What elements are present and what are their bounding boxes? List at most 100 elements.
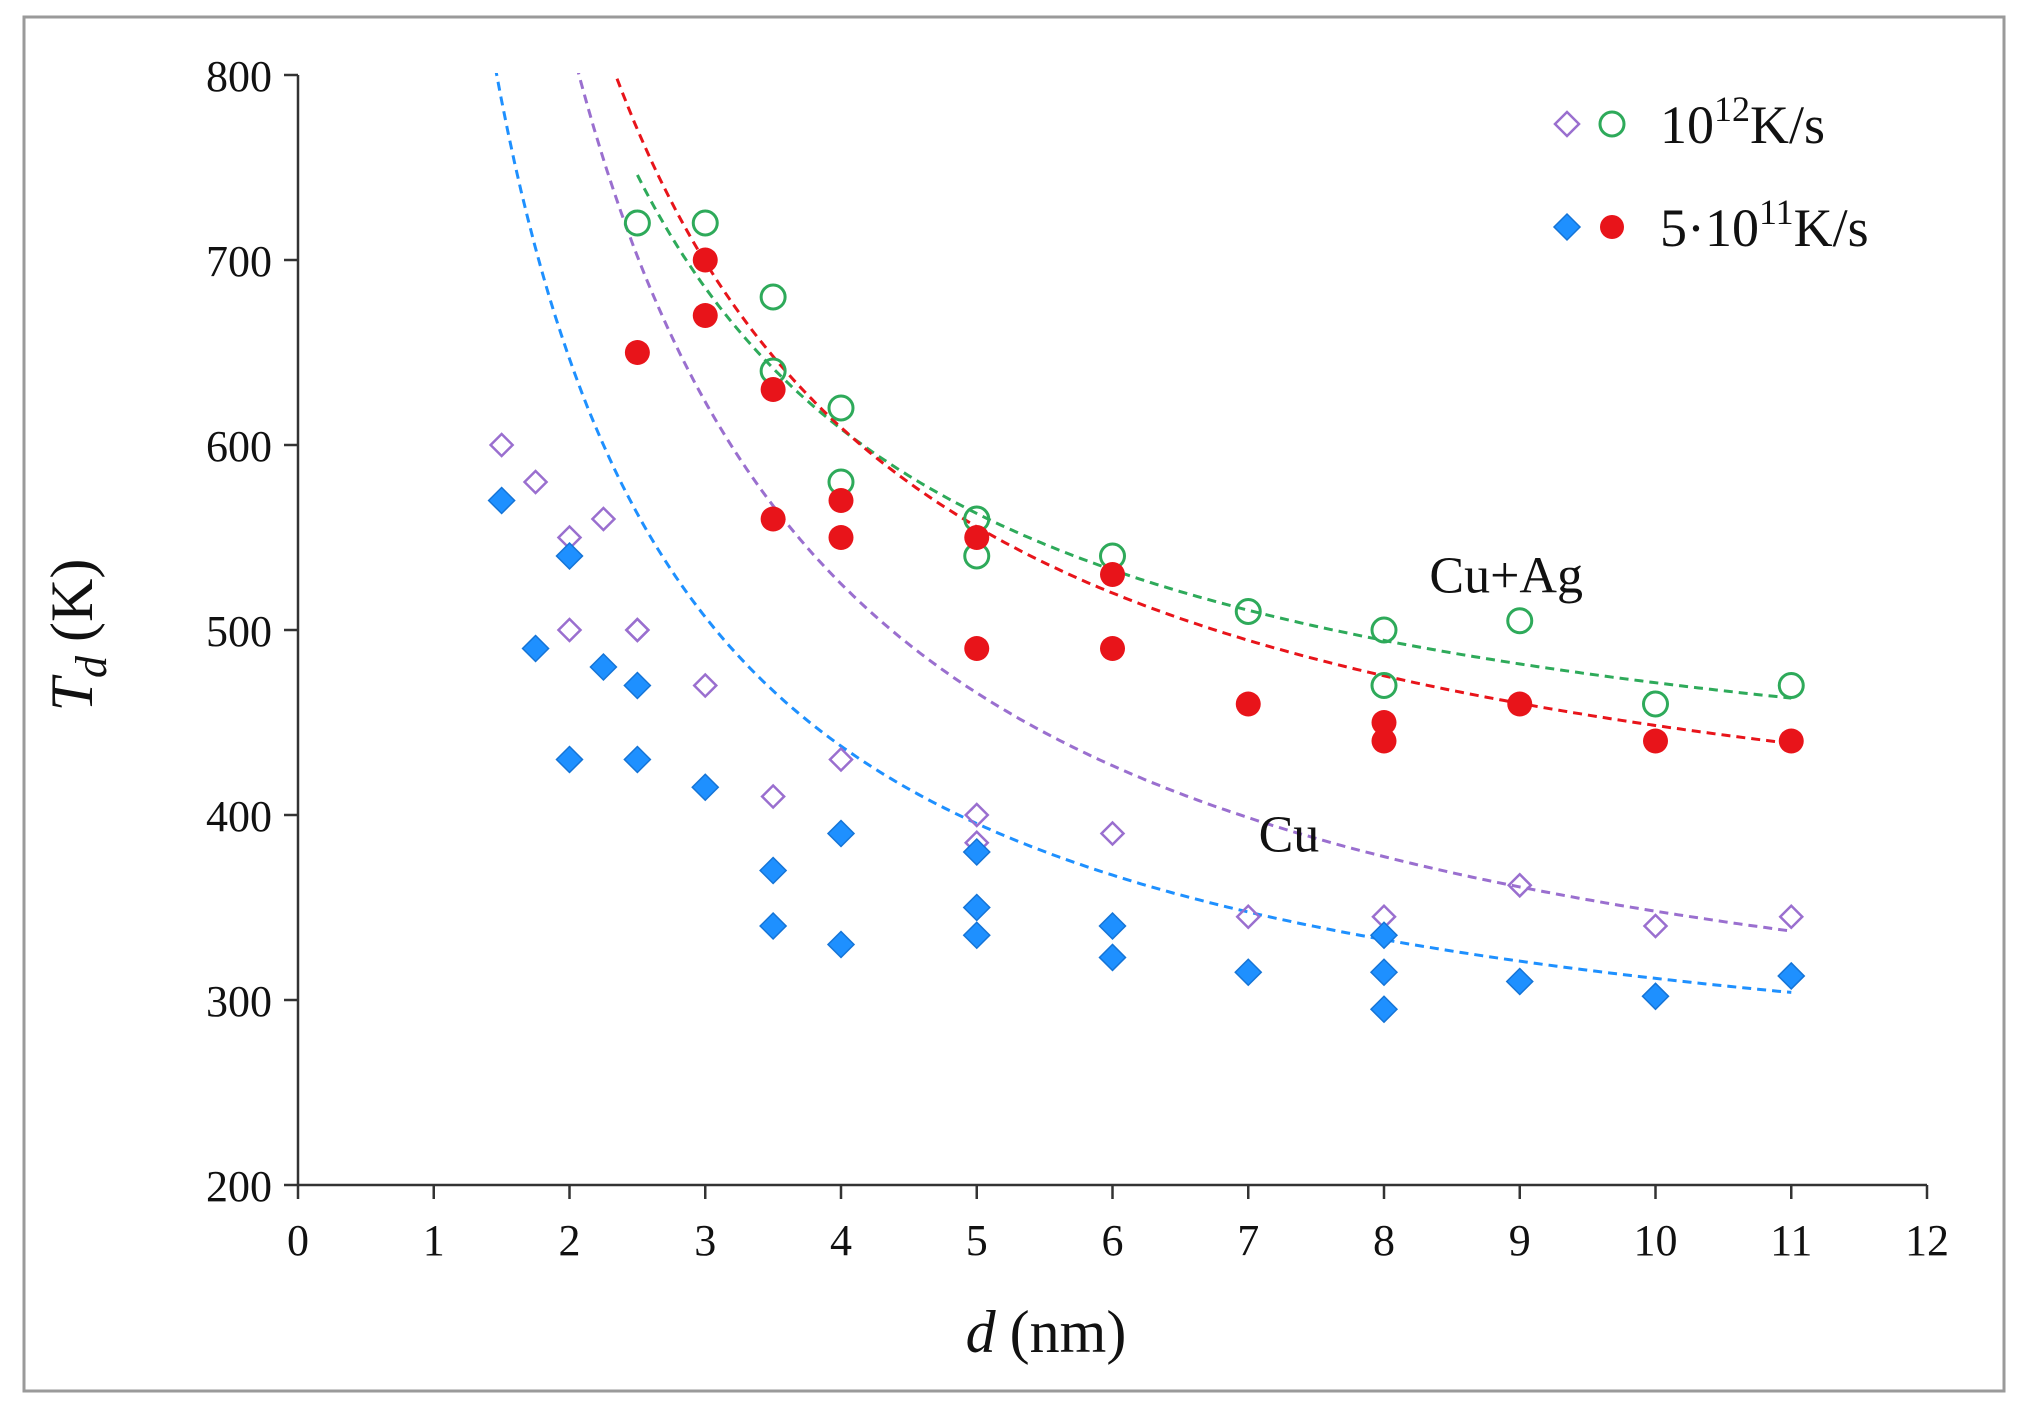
y-axis-label-sub: d bbox=[67, 655, 116, 678]
y-tick-label: 600 bbox=[206, 422, 272, 471]
data-point-cu-ag-1e12 bbox=[691, 209, 719, 237]
y-axis-label: Td (K) bbox=[39, 559, 116, 712]
annotation-cu: Cu bbox=[1259, 807, 1320, 864]
figure-frame bbox=[22, 15, 2006, 1393]
data-point-cu-1e12 bbox=[963, 802, 990, 828]
data-point-cu-5e11 bbox=[1777, 961, 1806, 991]
data-point-cu-1e12 bbox=[760, 783, 786, 810]
data-point-cu-5e11 bbox=[521, 634, 550, 663]
y-tick-label: 500 bbox=[206, 607, 272, 656]
legend-marker-diamond-open bbox=[1553, 110, 1581, 138]
trend-line-cu-ag-5e11 bbox=[615, 78, 1792, 745]
data-point-cu-ag-1e12 bbox=[1777, 672, 1805, 699]
data-point-cu-ag-5e11 bbox=[1235, 691, 1261, 717]
data-point-cu-ag-5e11 bbox=[964, 525, 990, 550]
data-point-cu-5e11 bbox=[1505, 967, 1534, 996]
x-tick-label: 9 bbox=[1509, 1216, 1531, 1265]
data-point-cu-ag-5e11 bbox=[760, 506, 786, 532]
data-point-cu-1e12 bbox=[1642, 913, 1669, 939]
data-point-cu-ag-5e11 bbox=[1371, 728, 1397, 754]
legend-item-5e11: 5·1011K/s bbox=[1552, 192, 1869, 258]
y-tick-label: 800 bbox=[206, 52, 272, 101]
legend-marker-circle-open bbox=[1598, 110, 1626, 138]
x-tick-label: 12 bbox=[1905, 1216, 1949, 1265]
data-point-cu-1e12 bbox=[590, 506, 617, 532]
data-point-cu-5e11 bbox=[1369, 921, 1399, 950]
data-point-cu-5e11 bbox=[962, 837, 991, 867]
data-point-cu-1e12 bbox=[1506, 872, 1533, 899]
data-point-cu-1e12 bbox=[692, 672, 719, 699]
data-point-cu-1e12 bbox=[624, 617, 651, 643]
data-point-cu-ag-5e11 bbox=[964, 636, 990, 661]
data-point-cu-ag-5e11 bbox=[1778, 728, 1804, 754]
data-point-cu-1e12 bbox=[1235, 903, 1262, 930]
data-point-cu-5e11 bbox=[962, 921, 991, 950]
data-point-cu-ag-5e11 bbox=[760, 377, 786, 402]
data-point-cu-5e11 bbox=[589, 652, 618, 682]
data-point-cu-5e11 bbox=[826, 930, 856, 959]
data-point-cu-5e11 bbox=[691, 773, 720, 802]
legend-marker-circle-filled bbox=[1600, 215, 1624, 239]
data-point-cu-ag-5e11 bbox=[624, 340, 650, 365]
data-point-cu-1e12 bbox=[1099, 820, 1126, 847]
data-point-cu-ag-5e11 bbox=[828, 525, 854, 550]
data-point-cu-ag-5e11 bbox=[828, 488, 854, 513]
trend-line-cu-5e11 bbox=[494, 73, 1792, 994]
data-point-cu-1e12 bbox=[488, 432, 515, 458]
x-axis-label-unit: (nm) bbox=[1010, 1299, 1127, 1365]
data-point-cu-5e11 bbox=[487, 486, 516, 515]
legend-item-1e12: 1012K/s bbox=[1553, 89, 1825, 155]
y-axis-label-base: T bbox=[39, 674, 105, 711]
x-tick-label: 0 bbox=[287, 1216, 309, 1265]
data-point-cu-ag-5e11 bbox=[692, 303, 718, 328]
data-point-cu-1e12 bbox=[1778, 903, 1805, 930]
trend-lines bbox=[494, 73, 1792, 994]
data-point-cu-5e11 bbox=[623, 671, 652, 700]
data-point-cu-5e11 bbox=[759, 856, 788, 885]
data-point-cu-ag-1e12 bbox=[759, 283, 787, 311]
data-point-cu-5e11 bbox=[1369, 958, 1399, 987]
x-tick-label: 4 bbox=[830, 1216, 852, 1265]
data-point-cu-5e11 bbox=[623, 745, 652, 774]
data-point-cu-ag-5e11 bbox=[1507, 691, 1533, 717]
data-point-cu-ag-1e12 bbox=[1370, 672, 1398, 699]
x-axis-label: d (nm) bbox=[966, 1299, 1127, 1365]
data-point-cu-5e11 bbox=[555, 745, 584, 774]
y-tick-label: 300 bbox=[206, 977, 272, 1026]
data-point-cu-5e11 bbox=[826, 819, 856, 848]
data-point-cu-ag-1e12 bbox=[1370, 616, 1398, 644]
data-point-cu-ag-1e12 bbox=[1234, 598, 1262, 625]
x-tick-label: 2 bbox=[559, 1216, 581, 1265]
y-tick-label: 700 bbox=[206, 237, 272, 286]
x-tick-label: 11 bbox=[1770, 1216, 1812, 1265]
data-point-cu-5e11 bbox=[1641, 982, 1670, 1011]
data-point-cu-1e12 bbox=[828, 746, 854, 773]
data-point-cu-ag-1e12 bbox=[1642, 690, 1669, 718]
data-point-cu-ag-1e12 bbox=[623, 209, 651, 237]
data-point-cu-ag-5e11 bbox=[1100, 562, 1125, 587]
trend-line-cu-ag-1e12 bbox=[636, 174, 1792, 700]
data-point-cu-ag-1e12 bbox=[1506, 607, 1534, 635]
data-point-cu-5e11 bbox=[962, 893, 991, 922]
y-axis-label-unit: (K) bbox=[39, 559, 105, 642]
legend-label-5e11: 5·1011K/s bbox=[1660, 192, 1869, 258]
data-point-cu-1e12 bbox=[556, 617, 583, 643]
x-tick-label: 6 bbox=[1102, 1216, 1124, 1265]
data-point-cu-ag-5e11 bbox=[1100, 636, 1125, 661]
data-point-cu-5e11 bbox=[759, 911, 788, 941]
data-point-cu-5e11 bbox=[1098, 911, 1127, 941]
data-point-cu-ag-1e12 bbox=[827, 394, 855, 422]
data-point-cu-ag-5e11 bbox=[1371, 710, 1397, 735]
trend-line-cu-1e12 bbox=[576, 73, 1792, 933]
data-point-cu-5e11 bbox=[1098, 943, 1127, 972]
x-tick-label: 3 bbox=[694, 1216, 716, 1265]
legend-marker-diamond-filled bbox=[1552, 212, 1582, 242]
data-point-cu-ag-5e11 bbox=[1643, 728, 1668, 754]
legend: 1012K/s 5·1011K/s bbox=[1552, 89, 1869, 258]
annotation-cu-ag: Cu+Ag bbox=[1429, 548, 1583, 605]
x-tick-label: 7 bbox=[1237, 1216, 1259, 1265]
x-tick-label: 10 bbox=[1634, 1216, 1678, 1265]
data-point-cu-ag-5e11 bbox=[692, 247, 718, 273]
